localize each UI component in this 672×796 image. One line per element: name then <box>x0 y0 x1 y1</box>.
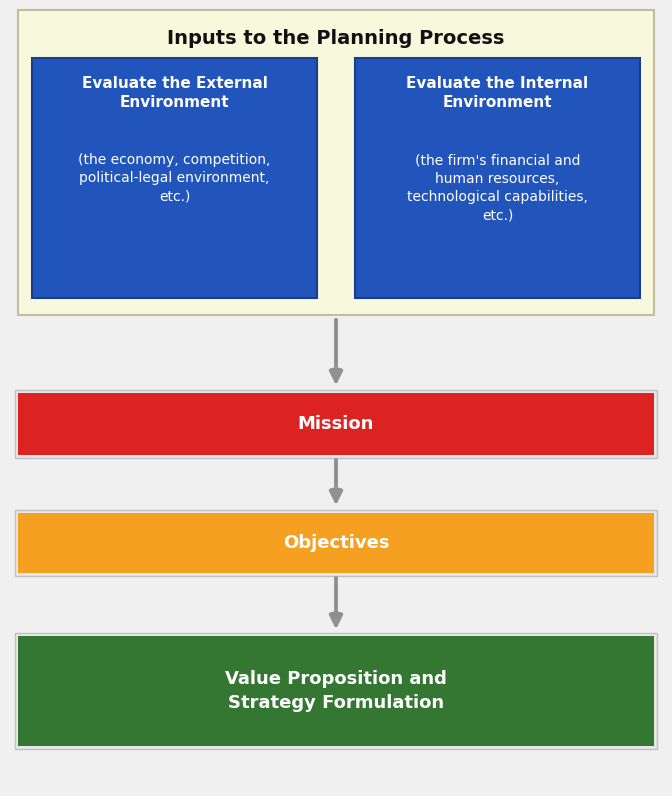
Bar <box>32 58 317 298</box>
Text: (the economy, competition,
political-legal environment,
etc.): (the economy, competition, political-leg… <box>79 153 271 204</box>
Bar <box>15 510 657 576</box>
Text: Value Proposition and
Strategy Formulation: Value Proposition and Strategy Formulati… <box>225 669 447 712</box>
Bar <box>18 636 654 746</box>
Text: Mission: Mission <box>298 415 374 433</box>
Text: Evaluate the External
Environment: Evaluate the External Environment <box>81 76 267 111</box>
Bar <box>15 390 657 458</box>
Bar <box>18 10 654 315</box>
Text: Objectives: Objectives <box>283 534 389 552</box>
Text: (the firm's financial and
human resources,
technological capabilities,
etc.): (the firm's financial and human resource… <box>407 154 588 223</box>
Bar <box>18 513 654 573</box>
Bar <box>15 633 657 749</box>
Bar <box>18 393 654 455</box>
Bar <box>355 58 640 298</box>
Text: Evaluate the Internal
Environment: Evaluate the Internal Environment <box>407 76 589 111</box>
Text: Inputs to the Planning Process: Inputs to the Planning Process <box>167 29 505 48</box>
